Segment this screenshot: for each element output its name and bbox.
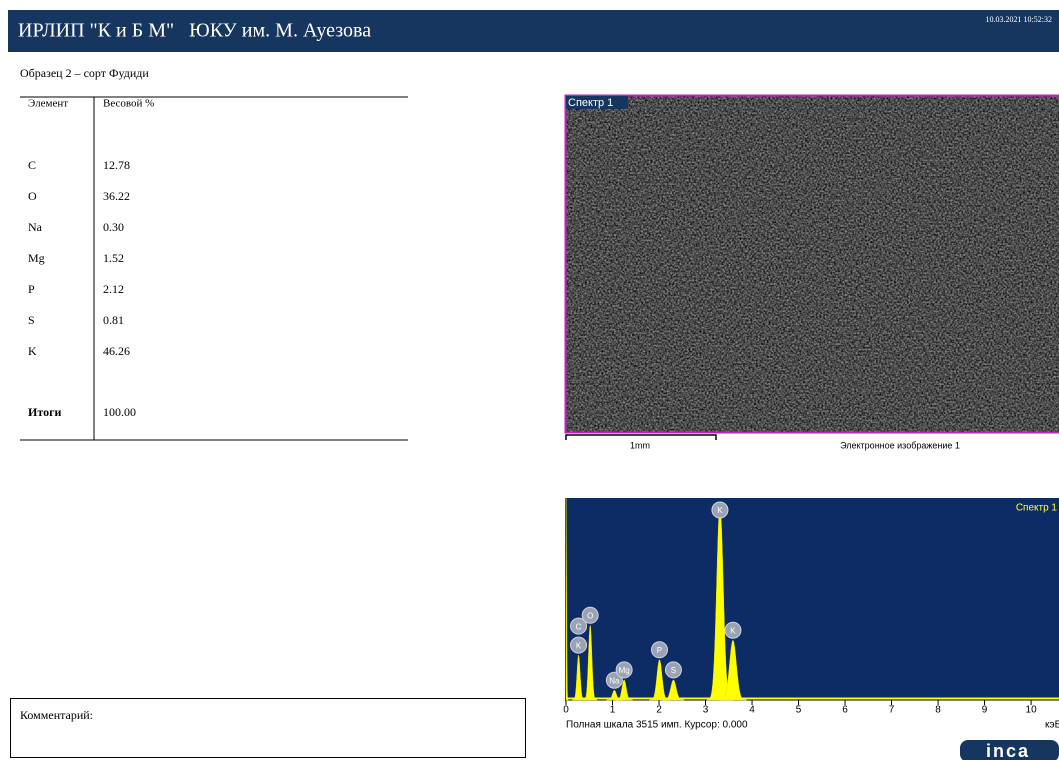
image-caption: Электронное изображение 1 <box>840 440 960 450</box>
peak-label: K <box>730 626 736 635</box>
header-datetime: 10.03.2021 10:52:32 <box>986 15 1052 24</box>
table-header: Элемент <box>28 98 68 110</box>
spectrum-label: Спектр 1 <box>1016 503 1058 514</box>
sem-texture <box>565 95 1059 432</box>
table-total-value: 100.00 <box>103 405 136 419</box>
spectrum-unit: кэВ <box>1045 720 1059 731</box>
x-tick-label: 1 <box>610 705 616 716</box>
x-tick-label: 8 <box>935 705 941 716</box>
spectrum-status: Полная шкала 3515 имп. Курсор: 0.000 <box>566 720 748 731</box>
table-value: 1.52 <box>103 251 124 265</box>
table-element: Mg <box>28 251 45 265</box>
peak-label: C <box>576 622 582 631</box>
table-element: Na <box>28 220 43 234</box>
table-element: K <box>28 344 37 358</box>
table-value: 46.26 <box>103 344 130 358</box>
table: Элемент Весовой % Итоги 100.00 C 12.78 O 36… <box>20 97 408 440</box>
x-tick-label: 7 <box>889 705 895 716</box>
logo: inca <box>986 741 1030 760</box>
sem-label: Спектр 1 <box>568 97 613 109</box>
table-header: Весовой % <box>103 98 154 110</box>
comment-label: Комментарий: <box>20 708 93 722</box>
x-tick-label: 5 <box>796 705 802 716</box>
table-value: 0.81 <box>103 313 124 327</box>
spectrum: Спектр 1 Полная шкала 3515 имп. Курсор: … <box>563 498 1059 731</box>
x-tick-label: 10 <box>1026 705 1038 716</box>
x-tick-label: 3 <box>703 705 709 716</box>
table-value: 2.12 <box>103 282 124 296</box>
peak-label: O <box>587 611 593 620</box>
table-element: S <box>28 313 35 327</box>
peak-label: Na <box>609 676 620 685</box>
peak-label: P <box>657 646 662 655</box>
table-element: P <box>28 282 35 296</box>
x-tick-label: 4 <box>749 705 755 716</box>
peak-label: S <box>671 666 676 675</box>
peak-label: K <box>576 641 582 650</box>
table-element: C <box>28 158 36 172</box>
peak-label: K <box>717 506 723 515</box>
page: ИРЛИП "К и Б М" ЮКУ им. М. Ауезова 10.03… <box>0 0 1059 760</box>
table-value: 0.30 <box>103 220 124 234</box>
table-value: 12.78 <box>103 158 130 172</box>
x-tick-label: 0 <box>563 705 569 716</box>
table-element: O <box>28 189 37 203</box>
peak-label: Mg <box>619 666 630 675</box>
x-tick-label: 9 <box>982 705 988 716</box>
table-total-label: Итоги <box>28 405 62 419</box>
spectrum-plot-area <box>565 498 1059 700</box>
scale-bar <box>566 435 716 440</box>
table-value: 36.22 <box>103 189 130 203</box>
electron-image: Спектр 1 1mm Электронное изображение 1 <box>565 95 1059 450</box>
x-tick-label: 6 <box>842 705 848 716</box>
x-tick-label: 2 <box>656 705 662 716</box>
header-title: ИРЛИП "К и Б М" ЮКУ им. М. Ауезова <box>18 20 371 42</box>
scale-label: 1mm <box>630 440 650 450</box>
sample-title: Образец 2 – сорт Фудиди <box>20 66 149 80</box>
